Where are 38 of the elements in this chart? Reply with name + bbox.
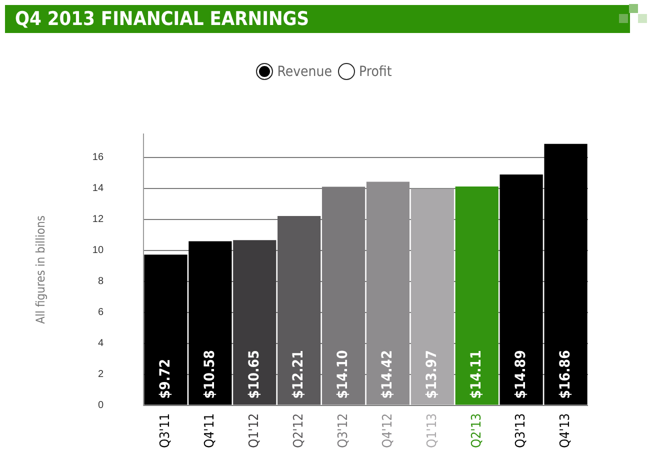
- data-label: $14.89: [512, 350, 529, 399]
- data-label: $14.10: [335, 350, 352, 399]
- x-tick-label: Q3'13: [514, 413, 529, 448]
- x-tick-label: Q4'12: [380, 413, 396, 448]
- data-label: $14.42: [380, 350, 396, 399]
- legend-label: Profit: [359, 64, 392, 80]
- x-tick-label: Q2'13: [469, 413, 484, 448]
- x-tick-label: Q1'12: [247, 413, 262, 448]
- text: Revenue: [277, 64, 332, 80]
- y-tick-label: 8: [98, 276, 104, 288]
- y-tick-label: 14: [92, 183, 104, 194]
- x-tick-label: Q4'11: [202, 413, 218, 448]
- x-tick-label: Q1'13: [424, 413, 440, 448]
- data-label: $13.97: [424, 350, 440, 399]
- bar: [455, 186, 498, 405]
- data-label: $14.11: [468, 350, 485, 399]
- data-label: $12.21: [290, 350, 307, 399]
- x-tick-label: Q2'12: [291, 413, 306, 448]
- data-label: $10.65: [246, 350, 262, 399]
- x-tick-label: Q4'13: [558, 413, 574, 448]
- y-tick-label: 12: [92, 214, 104, 226]
- bar: [410, 188, 454, 405]
- y-tick-label: 6: [98, 307, 104, 318]
- y-tick-label: 0: [98, 400, 104, 412]
- x-tick-label: Q3'12: [336, 413, 351, 448]
- y-tick-label: 10: [92, 245, 104, 256]
- y-tick-label: 2: [98, 369, 104, 380]
- x-tick-label: Q3'11: [158, 413, 174, 448]
- data-label: $9.72: [157, 358, 174, 399]
- y-tick-label: 16: [92, 152, 104, 163]
- data-label: $10.58: [202, 350, 218, 399]
- data-label: $16.86: [557, 350, 574, 399]
- y-axis-title: All figures in billions: [33, 215, 48, 324]
- chart-title: Q4 2013 FINANCIAL EARNINGS: [5, 5, 630, 33]
- bar: [278, 216, 321, 405]
- bar: [366, 182, 410, 405]
- bar: [233, 240, 276, 405]
- y-tick-label: 4: [98, 338, 104, 350]
